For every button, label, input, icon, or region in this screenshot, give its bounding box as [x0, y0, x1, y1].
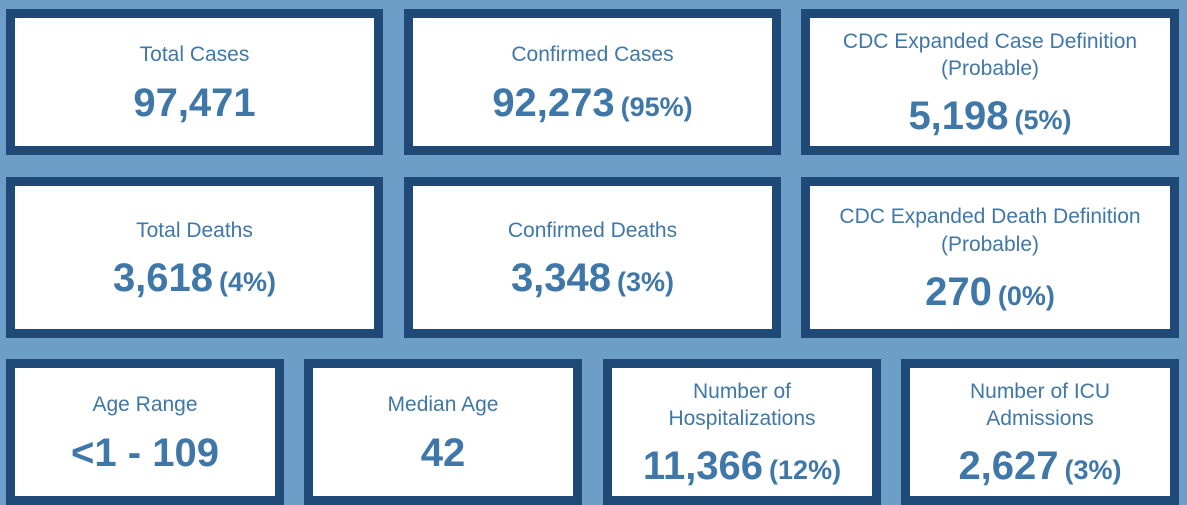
card-percent: (3%)	[617, 267, 675, 298]
card-value: 97,471	[133, 80, 256, 125]
card-value-line: 3,618 (4%)	[113, 258, 276, 298]
confirmed-deaths-card: Confirmed Deaths 3,348 (3%)	[404, 177, 781, 338]
card-label: CDC Expanded Case Definition (Probable)	[842, 29, 1138, 80]
card-percent: (95%)	[620, 91, 693, 122]
card-value: 2,627	[958, 444, 1059, 489]
card-value: <1 - 109	[71, 430, 219, 475]
median-age-card: Median Age 42	[304, 359, 582, 505]
card-value: 42	[420, 430, 466, 475]
card-percent: (3%)	[1064, 455, 1122, 486]
card-label: Confirmed Deaths	[507, 218, 678, 242]
card-label: Median Age	[387, 393, 499, 417]
icu-admissions-card: Number of ICU Admissions 2,627 (3%)	[901, 359, 1179, 505]
card-percent: (4%)	[219, 267, 277, 298]
total-deaths-card: Total Deaths 3,618 (4%)	[6, 177, 383, 338]
card-value: 92,273	[492, 80, 615, 125]
card-value-line: <1 - 109	[71, 433, 219, 473]
probable-deaths-card: CDC Expanded Death Definition (Probable)…	[801, 177, 1179, 338]
card-label: CDC Expanded Death Definition (Probable)	[839, 205, 1141, 256]
card-label: Total Deaths	[136, 218, 253, 242]
card-label: Number of Hospitalizations	[668, 379, 816, 430]
card-label: Number of ICU Admissions	[969, 379, 1111, 430]
card-value: 3,618	[112, 256, 214, 301]
card-percent: (12%)	[769, 455, 842, 486]
card-label: Age Range	[92, 393, 198, 417]
card-value-line: 2,627 (3%)	[958, 446, 1121, 486]
card-percent: (0%)	[997, 280, 1055, 311]
card-value-line: 97,471	[133, 83, 255, 123]
card-value-line: 11,366 (12%)	[643, 446, 841, 486]
probable-cases-card: CDC Expanded Case Definition (Probable) …	[801, 9, 1179, 155]
card-value: 3,348	[510, 256, 612, 301]
confirmed-cases-card: Confirmed Cases 92,273 (95%)	[404, 9, 781, 155]
card-value: 11,366	[642, 444, 764, 489]
card-value: 270	[925, 269, 992, 314]
card-label: Total Cases	[139, 43, 250, 67]
age-range-card: Age Range <1 - 109	[6, 359, 284, 505]
hospitalizations-card: Number of Hospitalizations 11,366 (12%)	[603, 359, 881, 505]
card-value-line: 42	[421, 433, 466, 473]
card-value-line: 270 (0%)	[925, 272, 1055, 312]
card-percent: (5%)	[1014, 105, 1072, 136]
card-value-line: 5,198 (5%)	[908, 96, 1071, 136]
total-cases-card: Total Cases 97,471	[6, 9, 383, 155]
card-label: Confirmed Cases	[511, 43, 674, 67]
card-value-line: 3,348 (3%)	[511, 258, 674, 298]
card-value: 5,198	[908, 94, 1009, 139]
card-value-line: 92,273 (95%)	[492, 83, 692, 123]
